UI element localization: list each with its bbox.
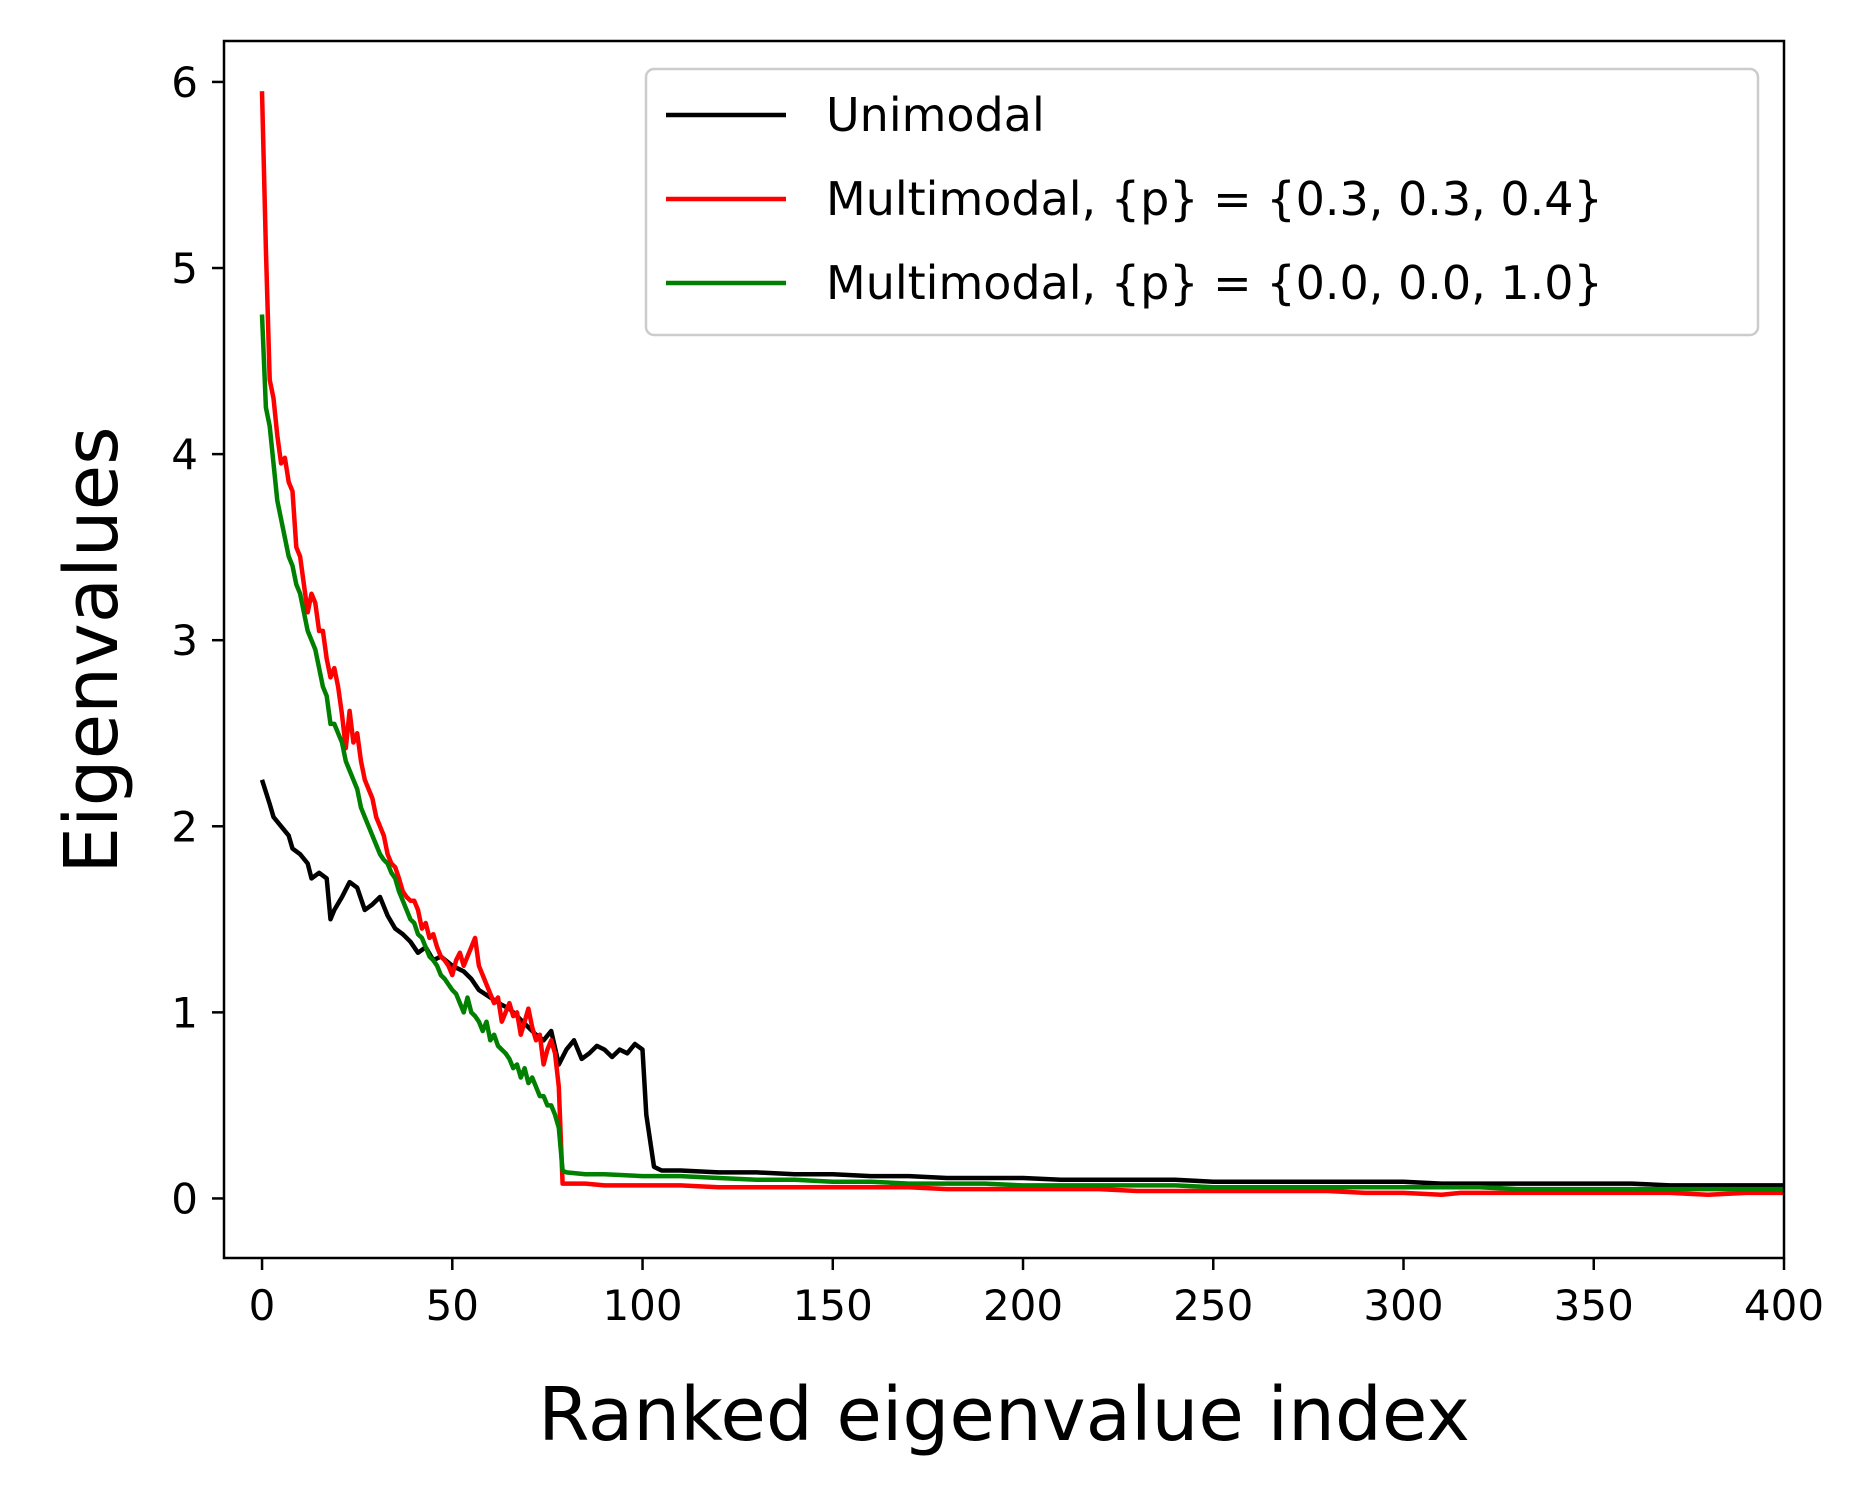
y-tick-label: 1 [171, 988, 198, 1037]
x-tick-label: 200 [983, 1281, 1063, 1330]
y-tick-label: 4 [171, 430, 198, 479]
plot-frame [222, 39, 1786, 1260]
series-layer [259, 91, 1784, 1197]
series-line-2 [259, 91, 1784, 1197]
y-tick-label: 0 [171, 1174, 198, 1223]
x-tick-label: 250 [1173, 1281, 1253, 1330]
x-tick-label: 350 [1554, 1281, 1634, 1330]
y-axis-ticks: 0 1 2 3 4 5 6 [171, 58, 224, 1223]
legend: Unimodal Multimodal, {p} = {0.3, 0.3, 0.4… [644, 67, 1760, 337]
x-tick-label: 50 [426, 1281, 479, 1330]
y-tick-label: 5 [171, 244, 198, 293]
legend-box [644, 67, 1760, 337]
x-axis-ticks: 0 50 100 150 200 250 300 350 400 [249, 1258, 1824, 1330]
y-tick-label: 6 [171, 58, 198, 107]
x-tick-label: 0 [249, 1281, 276, 1330]
y-tick-label: 2 [171, 802, 198, 851]
x-tick-label: 100 [602, 1281, 682, 1330]
x-tick-label: 300 [1363, 1281, 1443, 1330]
y-axis-title: Eigenvalues [49, 426, 135, 873]
x-axis-title: Ranked eigenvalue index [538, 1372, 1470, 1458]
legend-entries: Unimodal Multimodal, {p} = {0.3, 0.3, 0.4… [666, 88, 1603, 310]
series-line-3 [259, 314, 1784, 1192]
x-tick-label: 400 [1744, 1281, 1824, 1330]
legend-label: Unimodal [826, 88, 1045, 142]
x-tick-label: 150 [793, 1281, 873, 1330]
legend-label: Multimodal, {p} = {0.3, 0.3, 0.4} [826, 172, 1603, 226]
legend-label: Multimodal, {p} = {0.0, 0.0, 1.0} [826, 256, 1603, 310]
y-tick-label: 3 [171, 616, 198, 665]
series-line-1 [259, 779, 1784, 1188]
